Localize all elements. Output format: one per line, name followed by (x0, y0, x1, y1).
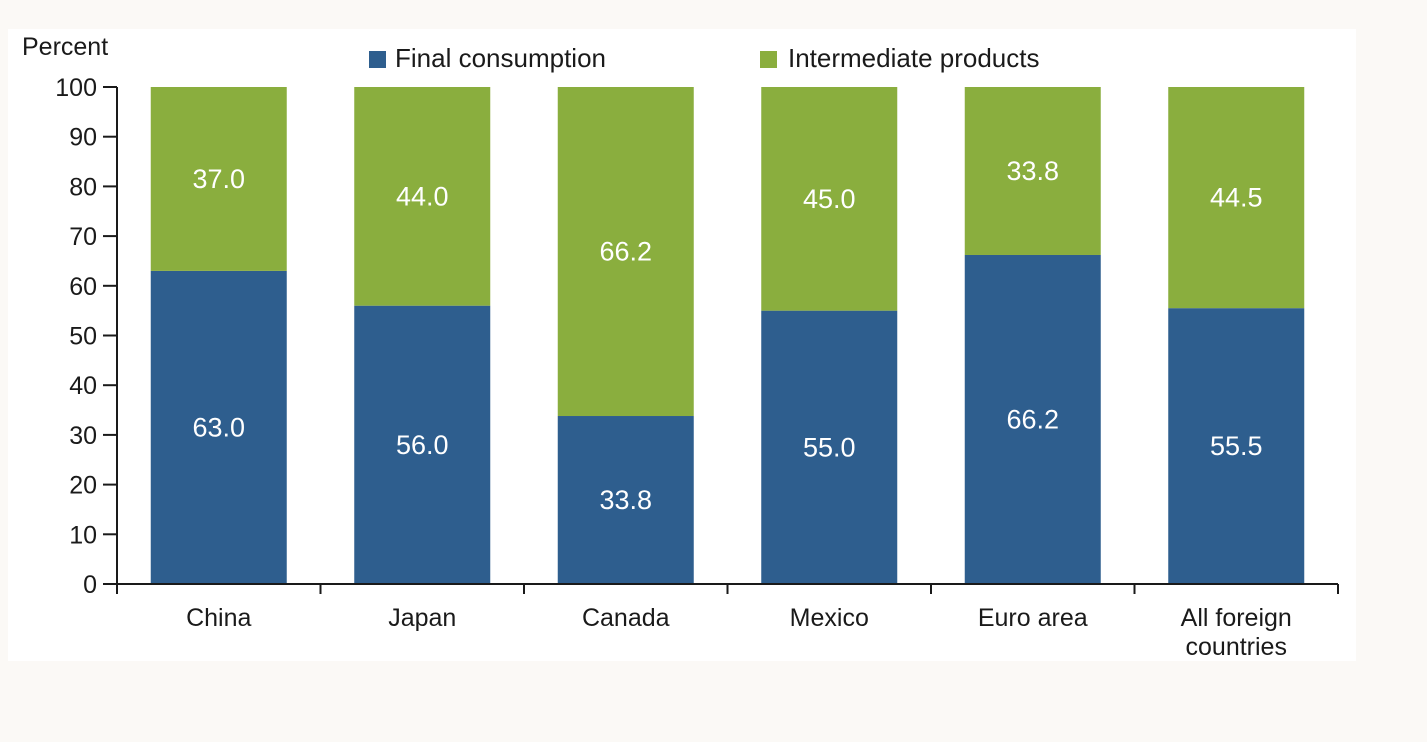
y-tick-label-90: 90 (69, 124, 97, 152)
bar-intermediate-products-euro-area (964, 87, 1101, 255)
data-label-intermediate-products-mexico: 45.0 (803, 184, 856, 214)
bar-final-consumption-canada (557, 416, 694, 584)
data-label-intermediate-products-euro-area: 33.8 (1006, 156, 1059, 186)
bar-intermediate-products-japan (354, 87, 491, 306)
y-axis: 0 10 20 30 40 50 60 70 80 90 100 (55, 74, 118, 599)
y-tick-label-80: 80 (69, 173, 97, 201)
x-category-label-all-foreign-countries: All foreign countries (1181, 604, 1292, 661)
y-tick-label-50: 50 (69, 323, 97, 351)
y-tick-label-10: 10 (69, 521, 97, 549)
data-label-final-consumption-euro-area: 66.2 (1006, 404, 1059, 434)
data-label-final-consumption-china: 63.0 (192, 412, 245, 442)
x-category-label-mexico: Mexico (790, 604, 869, 632)
bar-intermediate-products-china (150, 87, 287, 271)
x-category-label-canada: Canada (582, 604, 670, 632)
legend-swatch-intermediate-products (760, 51, 777, 68)
y-tick-label-70: 70 (69, 223, 97, 251)
legend: Final consumption Intermediate products (369, 43, 1039, 73)
y-axis-unit-label: Percent (22, 33, 108, 61)
bar-final-consumption-japan (354, 305, 491, 584)
bars (150, 87, 1305, 584)
bar-final-consumption-all-foreign-countries (1168, 308, 1305, 584)
y-tick-label-40: 40 (69, 372, 97, 400)
bar-intermediate-products-all-foreign-countries (1168, 87, 1305, 309)
x-category-label-euro-area: Euro area (978, 604, 1088, 632)
bar-intermediate-products-canada (557, 87, 694, 417)
y-tick-label-60: 60 (69, 273, 97, 301)
data-label-intermediate-products-all-foreign-countries: 44.5 (1210, 183, 1263, 213)
legend-swatch-final-consumption (369, 51, 386, 68)
data-label-final-consumption-all-foreign-countries: 55.5 (1210, 431, 1263, 461)
y-tick-label-100: 100 (55, 74, 97, 102)
bar-final-consumption-euro-area (964, 254, 1101, 584)
legend-label-intermediate-products: Intermediate products (788, 43, 1039, 73)
x-axis: China Japan Canada Mexico Euro area All forei… (116, 583, 1339, 661)
data-labels: 63.0 37.0 56.0 44.0 33.8 66.2 55.0 45.0 66.2 33.8… (192, 156, 1262, 515)
bar-intermediate-products-mexico (761, 87, 898, 311)
data-label-intermediate-products-japan: 44.0 (396, 181, 449, 211)
x-category-label-china: China (186, 604, 251, 632)
y-tick-label-20: 20 (69, 472, 97, 500)
bar-final-consumption-mexico (761, 310, 898, 584)
y-tick-label-0: 0 (83, 571, 97, 599)
data-label-intermediate-products-china: 37.0 (192, 164, 245, 194)
y-tick-label-30: 30 (69, 422, 97, 450)
data-label-intermediate-products-canada: 66.2 (599, 237, 652, 267)
data-label-final-consumption-mexico: 55.0 (803, 432, 856, 462)
bar-final-consumption-china (150, 270, 287, 584)
x-category-label-japan: Japan (388, 604, 456, 632)
data-label-final-consumption-canada: 33.8 (599, 485, 652, 515)
legend-label-final-consumption: Final consumption (395, 43, 606, 73)
data-label-final-consumption-japan: 56.0 (396, 430, 449, 460)
